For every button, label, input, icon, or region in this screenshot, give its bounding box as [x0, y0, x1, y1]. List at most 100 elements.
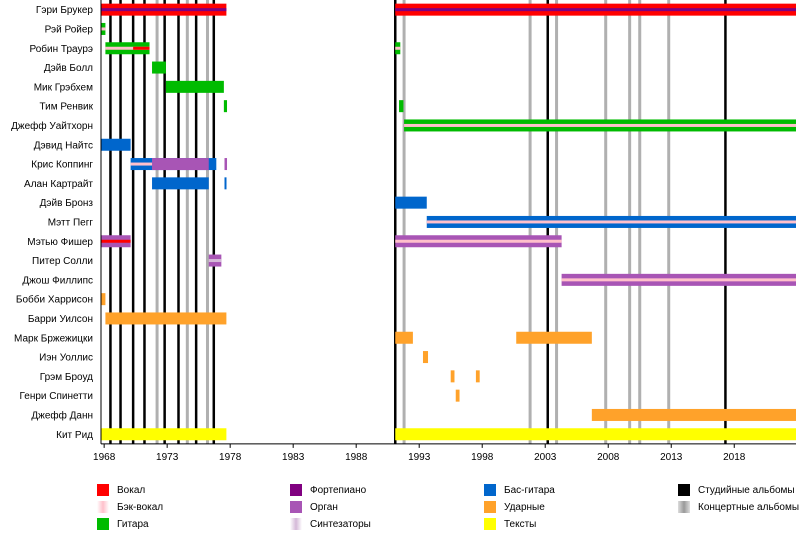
member-label: Рэй Ройер: [45, 24, 94, 35]
member-label: Питер Солли: [32, 256, 93, 267]
timeline-bar-bass: [152, 177, 209, 190]
member-label: Джефф Данн: [31, 409, 93, 421]
legend-swatch-studio-albums: [678, 484, 690, 496]
timeline-bar-drums: [101, 293, 106, 306]
legend-swatch-guitar: [97, 518, 109, 530]
legend-swatch-backing-vocals: [97, 501, 109, 513]
x-tick-label: 2008: [597, 452, 620, 463]
member-label: Джош Филлипс: [22, 275, 93, 286]
timeline-bar-lyrics: [395, 428, 796, 441]
legend-label: Орган: [310, 501, 338, 513]
timeline-bar-synth: [208, 259, 222, 263]
x-tick-label: 1998: [471, 452, 494, 463]
timeline-bar-guitar: [165, 80, 224, 93]
legend-label: Бэк-вокал: [117, 501, 164, 513]
legend-label: Вокал: [117, 484, 146, 496]
member-label: Алан Картрайт: [24, 179, 93, 190]
member-label: Марк Бржежицки: [14, 333, 93, 344]
member-label: Бобби Харрисон: [16, 294, 93, 306]
timeline-bar-backing-vocals: [105, 46, 150, 50]
x-tick-label: 1968: [93, 452, 116, 463]
legend-swatch-lyrics: [484, 518, 496, 530]
timeline-bar-drums: [105, 312, 227, 325]
timeline-bar-lyrics: [101, 428, 227, 441]
timeline-bar-organ: [152, 158, 209, 171]
timeline-bar-guitar: [223, 100, 228, 113]
timeline-bar-bass: [224, 177, 227, 190]
member-label: Мэтью Фишер: [27, 237, 93, 248]
legend-swatch-vocals: [97, 484, 109, 496]
member-label: Мик Грэбхем: [34, 81, 93, 93]
timeline-bar-backing-vocals: [426, 220, 796, 224]
timeline-bar-vocals: [133, 46, 150, 50]
legend-item-organ: Орган: [290, 499, 338, 515]
legend-item-live-albums: Концертные альбомы: [678, 499, 799, 515]
member-label: Дэвид Найтс: [34, 140, 93, 151]
timeline-bar-bass: [395, 196, 427, 209]
x-tick-label: 1988: [345, 452, 368, 463]
legend-swatch-drums: [484, 501, 496, 513]
member-label: Генри Спинетти: [20, 391, 93, 402]
timeline-bar-drums: [475, 370, 480, 383]
legend-item-synth: Синтезаторы: [290, 516, 371, 532]
legend-swatch-live-albums: [678, 501, 690, 513]
member-label: Джефф Уайтхорн: [11, 120, 93, 132]
legend-item-studio-albums: Студийные альбомы: [678, 482, 795, 498]
timeline-bar-drums: [395, 331, 413, 344]
member-label: Грэм Броуд: [40, 372, 93, 383]
member-label: Дэйв Болл: [44, 63, 93, 74]
timeline-bar-backing-vocals: [395, 46, 401, 50]
member-label: Иэн Уоллис: [39, 353, 93, 364]
timeline-bar-organ: [224, 158, 228, 171]
legend-item-bass: Бас-гитара: [484, 482, 555, 498]
member-label: Крис Коппинг: [31, 160, 93, 171]
timeline-bar-backing-vocals: [395, 239, 562, 243]
legend-item-guitar: Гитара: [97, 516, 149, 532]
timeline-bar-drums: [450, 370, 455, 383]
band-timeline-chart: Гэри Брукер Рэй Ройер Робин Траурэ Дэйв Бол…: [11, 0, 796, 463]
timeline-bar-drums: [455, 389, 460, 402]
timeline-bar-bass: [101, 138, 131, 151]
x-tick-label: 1983: [282, 452, 305, 463]
timeline-bar-piano: [101, 8, 227, 12]
legend-item-drums: Ударные: [484, 499, 545, 515]
x-tick-label: 2003: [534, 452, 557, 463]
timeline-bar-backing-vocals: [101, 27, 106, 31]
legend-swatch-bass: [484, 484, 496, 496]
member-label: Робин Траурэ: [29, 43, 93, 55]
member-label: Барри Уилсон: [28, 314, 93, 325]
x-tick-label: 2013: [660, 452, 683, 463]
timeline-bar-drums: [591, 408, 796, 421]
timeline-bar-drums: [422, 351, 429, 364]
x-tick-label: 1978: [219, 452, 242, 463]
legend-label: Студийные альбомы: [698, 484, 795, 496]
member-label: Дэйв Бронз: [40, 198, 94, 209]
legend-label: Бас-гитара: [504, 484, 555, 496]
timeline-bar-guitar: [399, 100, 404, 113]
timeline-bar-guitar: [152, 61, 166, 74]
timeline-bar-drums: [516, 331, 592, 344]
legend-label: Фортепиано: [310, 484, 367, 496]
legend-swatch-synth: [290, 518, 302, 530]
x-tick-label: 1993: [408, 452, 431, 463]
timeline-bar-backing-vocals: [130, 162, 153, 166]
member-label: Гэри Брукер: [36, 5, 94, 16]
legend-label: Синтезаторы: [310, 518, 371, 530]
member-label: Мэтт Пегг: [48, 217, 94, 228]
legend-item-vocals: Вокал: [97, 482, 145, 498]
timeline-bar-piano: [395, 8, 796, 12]
legend-swatch-organ: [290, 501, 302, 513]
chart-legend: Вокал Бэк-вокал Гитара Фортепиано Орган …: [0, 476, 800, 540]
legend-item-backing-vocals: Бэк-вокал: [97, 499, 163, 515]
legend-label: Концертные альбомы: [698, 501, 800, 513]
legend-swatch-piano: [290, 484, 302, 496]
timeline-bar-vocals: [101, 239, 131, 243]
x-tick-label: 2018: [723, 452, 746, 463]
timeline-bar-backing-vocals: [561, 278, 796, 282]
legend-label: Тексты: [504, 518, 537, 530]
member-label: Тим Ренвик: [40, 102, 94, 113]
legend-item-piano: Фортепиано: [290, 482, 366, 498]
legend-label: Ударные: [504, 501, 545, 513]
legend-label: Гитара: [117, 518, 149, 530]
timeline-bar-backing-vocals: [404, 123, 796, 127]
